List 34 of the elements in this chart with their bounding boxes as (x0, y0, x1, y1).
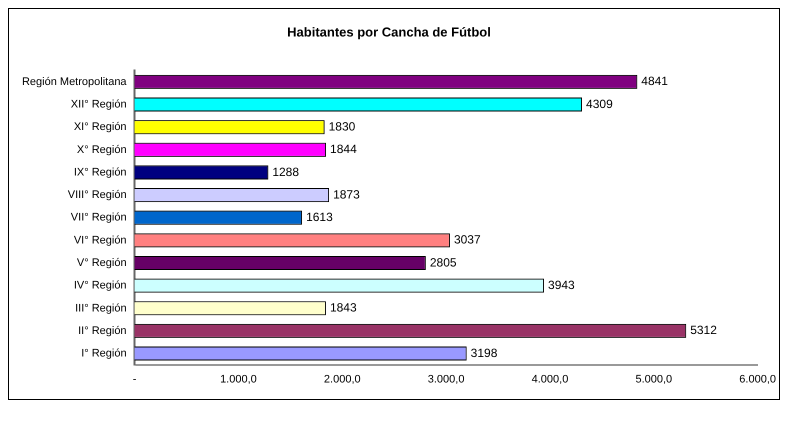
data-label: 1288 (272, 164, 300, 179)
y-tick-label: VIII° Región (68, 189, 127, 202)
x-tick-label: 1.000,0 (220, 373, 257, 386)
data-label: 5312 (690, 323, 718, 338)
x-tick-label: - (132, 373, 137, 386)
data-label: 1613 (306, 210, 334, 224)
y-tick-label: X° Región (76, 144, 127, 156)
x-tick-label: 6.000,0 (739, 373, 776, 386)
data-label: 3943 (548, 278, 576, 292)
y-tick-label: Región Metropolitana (22, 76, 128, 88)
x-tick-label: 4.000,0 (532, 373, 568, 386)
y-tick-label: IX° Región (74, 166, 127, 178)
y-tick-label: XII° Región (70, 98, 127, 111)
x-tick-label: 2.000,0 (324, 373, 361, 386)
y-tick-label: I° Región (81, 348, 127, 360)
data-label: 1873 (333, 187, 360, 202)
y-tick-label: III° Región (75, 302, 127, 314)
y-tick-label: II° Región (78, 324, 127, 337)
data-label: 2805 (430, 255, 457, 270)
data-label: 4309 (586, 96, 614, 111)
x-tick-label: 3.000,0 (428, 373, 464, 386)
data-label: 4841 (641, 74, 668, 88)
y-tick-label: IV° Región (74, 280, 127, 292)
y-tick-label: V° Región (76, 256, 127, 269)
data-label: 1843 (330, 300, 357, 315)
data-label: 3037 (454, 232, 481, 247)
data-label: 1844 (330, 142, 358, 156)
x-tick-label: 5.000,0 (635, 373, 672, 386)
chart-title: Habitantes por Cancha de Fútbol (287, 24, 491, 40)
data-label: 1830 (328, 119, 356, 134)
y-tick-label: XI° Región (74, 121, 127, 134)
data-label: 3198 (470, 346, 498, 360)
y-tick-label: VII° Región (70, 212, 127, 224)
y-tick-label: VI° Región (74, 234, 127, 246)
